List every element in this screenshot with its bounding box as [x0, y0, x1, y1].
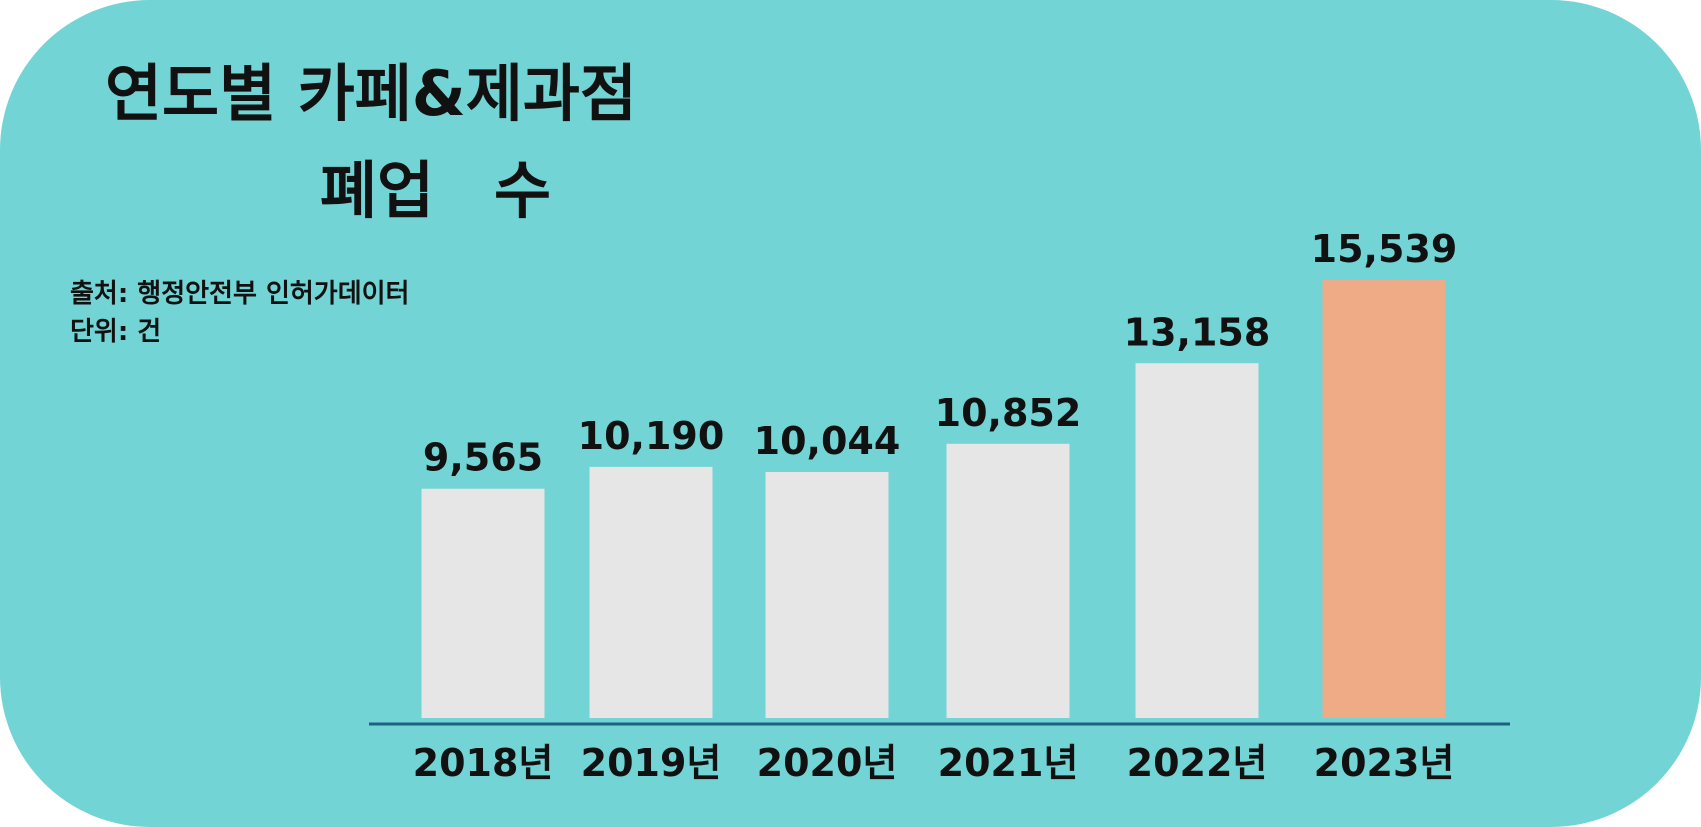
chart-title-highlight: 폐업 [320, 154, 434, 227]
x-tick-label: 2020년 [757, 741, 898, 785]
bar [1322, 280, 1446, 718]
value-label: 10,190 [578, 414, 725, 458]
value-label: 13,158 [1124, 310, 1271, 354]
unit-note: 단위: 건 [70, 317, 161, 347]
x-tick-label: 2022년 [1127, 741, 1268, 785]
x-tick-label: 2018년 [413, 741, 554, 785]
x-tick-label: 2019년 [581, 741, 722, 785]
bar [421, 488, 545, 718]
value-label: 9,565 [423, 436, 543, 480]
bar [946, 443, 1070, 718]
chart-title: 연도별 카페&제과점 [105, 57, 637, 130]
value-label: 10,044 [754, 419, 901, 463]
value-label: 10,852 [935, 391, 1082, 435]
bar [589, 466, 713, 718]
bar [1135, 363, 1259, 718]
x-tick-label: 2021년 [938, 741, 1079, 785]
x-tick-label: 2023년 [1314, 741, 1455, 785]
chart-title-rest: 수 [494, 154, 551, 227]
value-label: 15,539 [1311, 227, 1458, 271]
source-note: 출처: 행정안전부 인허가데이터 [70, 279, 409, 309]
bar [765, 472, 889, 718]
